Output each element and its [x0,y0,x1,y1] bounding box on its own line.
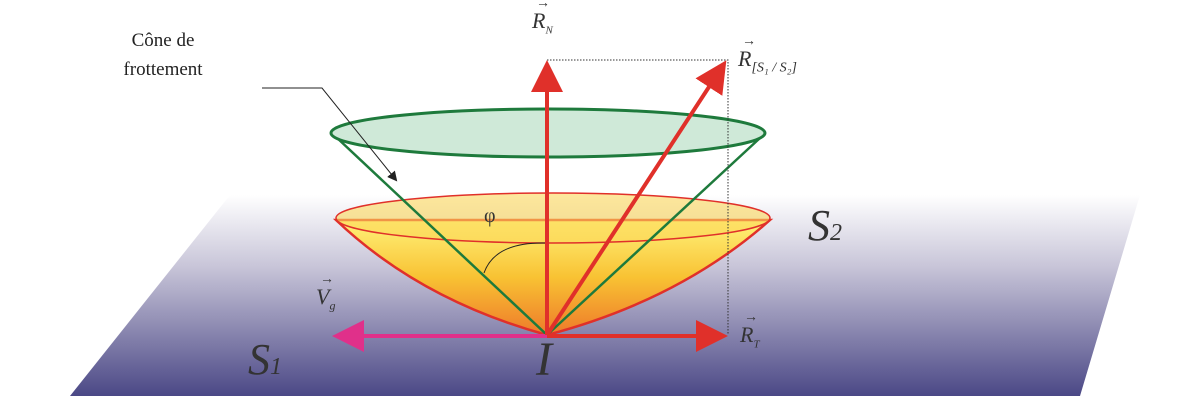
normal-force-label: → RN [532,0,553,37]
cone-label-line1: Cône de [131,30,195,51]
cone-label-line2: frottement [123,59,203,80]
resultant-arrow [545,60,727,337]
velocity-label: → Vg [316,272,336,313]
tangential-label: → RT [740,310,760,351]
bowl-rim [335,192,771,244]
angle-arc [483,242,546,274]
solid1-label: S1 [248,335,282,384]
solid2-label: S2 [808,201,842,250]
angle-label: φ [484,205,496,227]
contact-point-label: I [536,333,552,386]
cone-edge-left [334,135,548,336]
cone-leader-line [262,87,398,182]
cone-edge-right [546,137,761,336]
resultant-label: → R[S₁ / S₂] [738,34,797,76]
cone-label: Cône de frottement [88,26,238,84]
projection-lines [547,59,729,335]
